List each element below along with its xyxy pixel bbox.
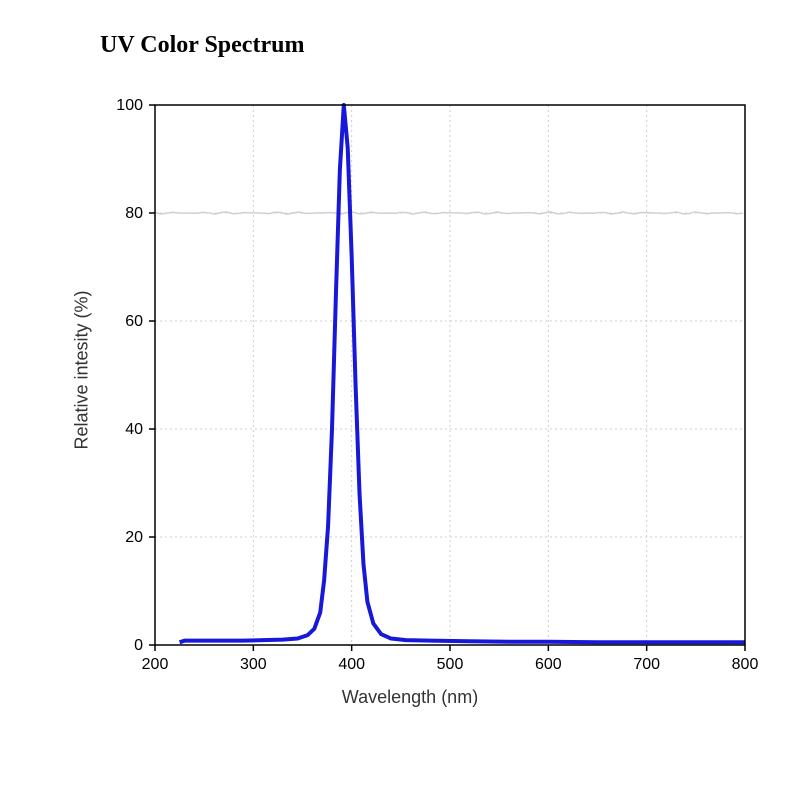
x-tick-label: 800 [732, 656, 759, 673]
y-tick-label: 40 [125, 421, 143, 438]
spectrum-chart: 200 300 400 500 600 700 800 0 20 40 60 80 100 [60, 90, 760, 710]
x-tick-label: 400 [338, 656, 365, 673]
y-tick-label: 80 [125, 205, 143, 222]
x-tick-label: 200 [142, 656, 169, 673]
x-tick-label: 600 [535, 656, 562, 673]
x-axis-label: Wavelength (nm) [342, 687, 478, 708]
chart-title: UV Color Spectrum [100, 32, 304, 59]
chart-container: 200 300 400 500 600 700 800 0 20 40 60 80 100 Relati… [60, 90, 760, 710]
y-tick-label: 0 [134, 637, 143, 654]
y-axis-label: Relative intesity (%) [72, 290, 93, 449]
y-tick-label: 20 [125, 529, 143, 546]
x-tick-label: 700 [633, 656, 660, 673]
y-tick-label: 100 [116, 97, 143, 114]
x-tick-label: 300 [240, 656, 267, 673]
y-tick-label: 60 [125, 313, 143, 330]
x-tick-label: 500 [437, 656, 464, 673]
